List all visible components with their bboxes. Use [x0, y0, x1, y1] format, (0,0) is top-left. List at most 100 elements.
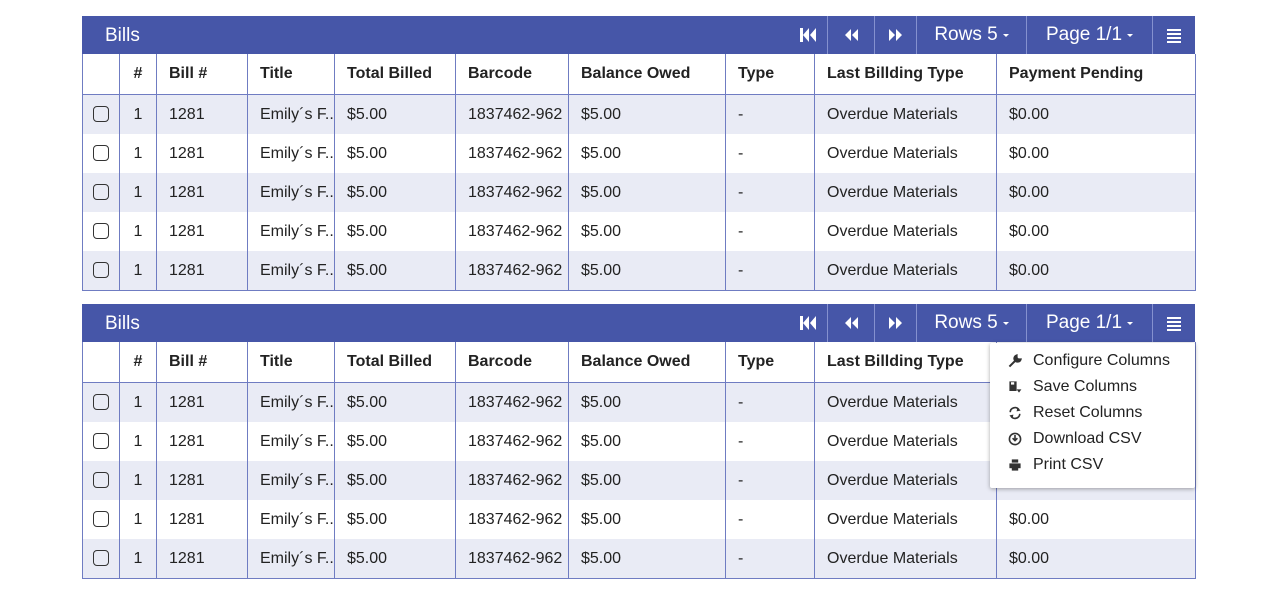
cell: Overdue Materials [814, 173, 997, 212]
header-cell[interactable]: Type [725, 54, 815, 95]
menu-item[interactable]: Configure Columns [990, 348, 1195, 374]
cell: Overdue Materials [814, 251, 997, 291]
cell: 1 [119, 134, 157, 173]
cell: 1 [119, 422, 157, 461]
cell: $0.00 [996, 94, 1196, 134]
menu-button[interactable] [1152, 16, 1195, 54]
next-page-button[interactable] [874, 16, 916, 54]
cell: $0.00 [996, 173, 1196, 212]
cell: 1 [119, 94, 157, 134]
header-cell[interactable]: Balance Owed [568, 342, 726, 383]
header-cell[interactable]: Bill # [156, 54, 248, 95]
caret [1127, 33, 1134, 37]
prev-page-button-icon [845, 317, 858, 329]
menu-item-label: Reset Columns [1033, 404, 1143, 421]
rows-dropdown[interactable]: Rows 5 [916, 16, 1026, 54]
cell: - [725, 500, 815, 539]
cell: Overdue Materials [814, 461, 997, 500]
menu-item-icon [1009, 459, 1021, 471]
header-cell [82, 342, 120, 383]
header-cell[interactable]: Type [725, 342, 815, 383]
cell: Emily´s F.. [247, 461, 335, 500]
menu-item-icon [1009, 406, 1021, 420]
header-cell[interactable]: Last Billding Type [814, 342, 997, 383]
checkbox[interactable] [93, 511, 109, 528]
rows-dropdown[interactable]: Rows 5 [916, 304, 1026, 342]
header-cell[interactable]: Total Billed [334, 54, 456, 95]
table: # Bill # Title Total Billed Barcode Balance O… [82, 54, 1196, 291]
header-cell[interactable]: Payment Pending [996, 54, 1196, 95]
menu-item-label: Configure Columns [1033, 352, 1170, 369]
cell: $5.00 [568, 251, 726, 291]
first-page-button[interactable] [788, 304, 827, 342]
grid-title: Bills [105, 313, 140, 334]
next-page-button-icon [888, 29, 902, 41]
menu-item-icon [1008, 432, 1022, 446]
cell: - [725, 173, 815, 212]
cell: $0.00 [996, 134, 1196, 173]
cell: $5.00 [568, 539, 726, 579]
page-dropdown[interactable]: Page 1/1 [1026, 304, 1152, 342]
header-cell[interactable]: # [119, 54, 157, 95]
cell: Emily´s F.. [247, 134, 335, 173]
cell: 1281 [156, 94, 248, 134]
checkbox[interactable] [93, 223, 109, 240]
prev-page-button[interactable] [827, 304, 874, 342]
dropdown-menu: Configure Columns Save Columns Reset Colum… [990, 343, 1195, 488]
cell: Emily´s F.. [247, 94, 335, 134]
menu-button-icon [1167, 317, 1181, 331]
cell: 1 [119, 539, 157, 579]
header-cell[interactable]: Bill # [156, 342, 248, 383]
caret [1127, 321, 1134, 325]
checkbox[interactable] [93, 550, 109, 567]
cell: $5.00 [334, 134, 456, 173]
header-cell[interactable]: Balance Owed [568, 54, 726, 95]
cell: 1 [119, 382, 157, 422]
rows-label: Rows 5 [934, 312, 998, 333]
checkbox-cell [82, 461, 120, 500]
menu-item[interactable]: Download CSV [990, 426, 1195, 452]
cell: Emily´s F.. [247, 382, 335, 422]
cell: $5.00 [568, 212, 726, 251]
cell: $5.00 [334, 251, 456, 291]
header-cell[interactable]: Last Billding Type [814, 54, 997, 95]
checkbox-cell [82, 94, 120, 134]
first-page-button[interactable] [788, 16, 827, 54]
header-cell [82, 54, 120, 95]
cell: $0.00 [996, 539, 1196, 579]
cell: $0.00 [996, 251, 1196, 291]
menu-item[interactable]: Reset Columns [990, 400, 1195, 426]
next-page-button[interactable] [874, 304, 916, 342]
header-cell[interactable]: Total Billed [334, 342, 456, 383]
page-dropdown[interactable]: Page 1/1 [1026, 16, 1152, 54]
cell: 1 [119, 461, 157, 500]
cell: 1281 [156, 173, 248, 212]
cell: 1281 [156, 382, 248, 422]
checkbox[interactable] [93, 433, 109, 450]
checkbox[interactable] [93, 394, 109, 411]
checkbox[interactable] [93, 262, 109, 279]
header-cell[interactable]: Barcode [455, 54, 569, 95]
checkbox[interactable] [93, 472, 109, 489]
menu-item[interactable]: Save Columns [990, 374, 1195, 400]
header-cell[interactable]: Title [247, 54, 335, 95]
cell: - [725, 539, 815, 579]
cell: Overdue Materials [814, 382, 997, 422]
prev-page-button[interactable] [827, 16, 874, 54]
menu-item[interactable]: Print CSV [990, 452, 1195, 478]
cell: - [725, 461, 815, 500]
row: 1 1281 Emily´s F.. $5.00 1837462-962 $5.00- Ov… [82, 500, 1196, 539]
toolbar: Bills Rows 5 Page 1/1 [82, 304, 1195, 342]
cell: 1837462-962 [455, 500, 569, 539]
checkbox-cell [82, 422, 120, 461]
header-cell[interactable]: Title [247, 342, 335, 383]
header-cell[interactable]: Barcode [455, 342, 569, 383]
cell: - [725, 212, 815, 251]
checkbox[interactable] [93, 145, 109, 162]
checkbox[interactable] [93, 106, 109, 123]
checkbox[interactable] [93, 184, 109, 201]
checkbox-cell [82, 134, 120, 173]
menu-button[interactable] [1152, 304, 1195, 342]
header-cell[interactable]: # [119, 342, 157, 383]
cell: 1281 [156, 500, 248, 539]
